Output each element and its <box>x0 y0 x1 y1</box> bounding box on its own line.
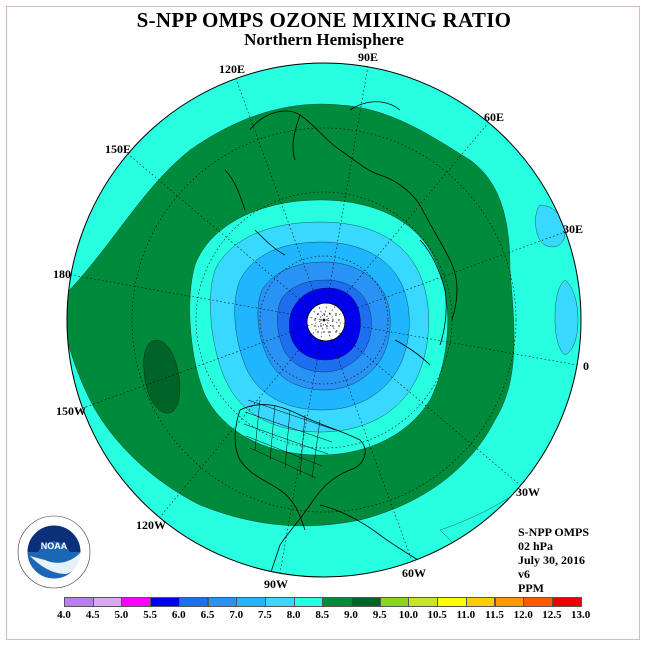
colorbar-tick-label: 11.5 <box>485 609 504 621</box>
lon-label-180: 180 <box>53 267 71 281</box>
colorbar-tick-label: 6.5 <box>200 609 215 621</box>
colorbar-tick-label: 10.5 <box>427 609 447 621</box>
colorbar-segment <box>322 597 352 607</box>
colorbar-tick-label: 8.5 <box>315 609 330 621</box>
colorbar-tick-label: 12.5 <box>542 609 562 621</box>
lon-label-120e: 120E <box>219 62 246 76</box>
lon-label-150e: 150E <box>105 142 132 156</box>
colorbar-segment <box>523 597 553 607</box>
us-state-lines <box>243 399 336 479</box>
colorbar-segment <box>551 597 582 607</box>
lon-label-30w: 30W <box>516 485 540 499</box>
colorbar-tick-label: 12.0 <box>513 609 533 621</box>
info-version: v6 <box>518 567 530 581</box>
lon-label-60e: 60E <box>484 110 505 124</box>
colorbar-tick-label: 11.0 <box>456 609 476 621</box>
colorbar-segment <box>437 597 467 607</box>
field-7.0-7.5-east2 <box>554 279 579 356</box>
info-units: PPM <box>518 581 544 595</box>
colorbar-tick-label: 7.0 <box>229 609 244 621</box>
lon-label-120w: 120W <box>136 518 166 532</box>
info-instrument: S-NPP OMPS <box>518 525 589 539</box>
colorbar-segment <box>465 597 496 607</box>
colorbar-tick-label: 4.0 <box>57 609 71 621</box>
colorbar-segment <box>150 597 180 607</box>
meridians <box>70 65 578 574</box>
colorbar-tick-label: 9.0 <box>344 609 358 621</box>
colorbar-segment <box>236 597 266 607</box>
colorbar-tick-label: 5.5 <box>143 609 157 621</box>
colorbar-segment <box>351 597 381 607</box>
info-date: July 30, 2016 <box>518 553 586 567</box>
colorbar-tick-label: 9.5 <box>372 609 387 621</box>
colorbar-tick-label: 8.0 <box>286 609 301 621</box>
colorbar-segment <box>264 597 295 607</box>
colorbar-segment <box>408 597 439 607</box>
map-boundary <box>66 62 582 578</box>
colorbar-segment <box>293 597 324 607</box>
figure-frame <box>6 6 640 640</box>
field-8.5-9.0 <box>143 339 181 414</box>
colorbar-segment <box>64 597 94 607</box>
colorbar-tick-label: 10.0 <box>398 609 419 621</box>
lon-label-0: 0 <box>583 359 589 373</box>
colorbar-segment <box>92 597 123 607</box>
colorbar-segment <box>178 597 209 607</box>
chart-subtitle: Northern Hemisphere <box>244 30 404 49</box>
lon-label-150w: 150W <box>56 404 86 418</box>
colorbar-segment <box>121 597 152 607</box>
lon-label-60w: 60W <box>402 566 426 580</box>
polar-gap <box>306 302 346 342</box>
polar-gap-dots <box>314 313 340 333</box>
latitude-circles <box>131 127 517 513</box>
info-block: S-NPP OMPS 02 hPa July 30, 2016 v6 PPM <box>518 525 589 595</box>
colorbar-segment <box>379 597 410 607</box>
lon-label-90e: 90E <box>358 50 379 64</box>
lon-label-90w: 90W <box>264 577 288 591</box>
colorbar-tick-label: 13.0 <box>570 609 591 621</box>
chart-title: S-NPP OMPS OZONE MIXING RATIO <box>136 8 512 32</box>
colorbar-segment <box>207 597 238 607</box>
info-level: 02 hPa <box>518 539 554 553</box>
colorbar-tick-label: 7.5 <box>258 609 272 621</box>
colorbar-tick-label: 5.0 <box>114 609 129 621</box>
lon-label-30e: 30E <box>563 222 584 236</box>
colorbar-tick-label: 4.5 <box>85 609 100 621</box>
colorbar-segment <box>494 597 525 607</box>
colorbar-tick-label: 6.0 <box>171 609 186 621</box>
